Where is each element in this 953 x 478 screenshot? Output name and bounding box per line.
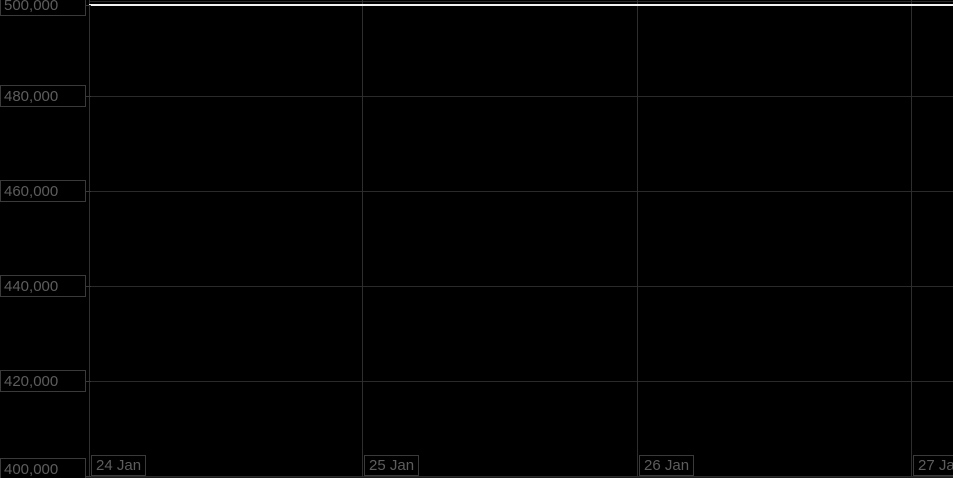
y-axis-label-text: 480,000 xyxy=(4,87,59,105)
y-axis-label-420000: 420,000 xyxy=(0,370,86,392)
y-tick-mark-inner-400000 xyxy=(86,476,91,477)
y-axis-label-400000: 400,000 xyxy=(0,458,86,478)
y-axis-label-text: 500,000 xyxy=(4,0,59,14)
gridline-horizontal-420000 xyxy=(89,381,953,382)
x-axis-label-26-jan: 26 Jan xyxy=(639,455,695,476)
y-tick-mark-inner-480000 xyxy=(86,96,91,97)
series-line-value xyxy=(89,4,953,6)
y-axis-label-500000: 500,000 xyxy=(0,0,86,16)
x-axis-label-text: 25 Jan xyxy=(369,457,415,474)
x-axis-label-text: 26 Jan xyxy=(644,457,690,474)
gridline-horizontal-400000 xyxy=(89,476,953,477)
y-tick-mark-inner-440000 xyxy=(86,286,91,287)
x-axis-label-text: 27 Jan xyxy=(918,457,953,474)
gridline-horizontal-500000 xyxy=(89,1,953,2)
y-tick-mark-inner-420000 xyxy=(86,381,91,382)
gridline-vertical-25-jan xyxy=(362,0,363,478)
x-axis-label-24-jan: 24 Jan xyxy=(91,455,147,476)
y-tick-mark-inner-500000 xyxy=(86,5,91,6)
plot-area[interactable] xyxy=(89,0,953,478)
y-axis-label-440000: 440,000 xyxy=(0,275,86,297)
y-axis-label-text: 460,000 xyxy=(4,182,59,200)
gridline-horizontal-460000 xyxy=(89,191,953,192)
y-axis-label-480000: 480,000 xyxy=(0,85,86,107)
y-tick-mark-inner-460000 xyxy=(86,191,91,192)
x-axis-label-text: 24 Jan xyxy=(96,457,142,474)
y-axis-label-text: 420,000 xyxy=(4,372,59,390)
y-axis-label-text: 400,000 xyxy=(4,460,59,478)
x-axis-label-27-jan: 27 Jan xyxy=(913,455,953,476)
gridline-horizontal-440000 xyxy=(89,286,953,287)
gridline-vertical-27-jan xyxy=(911,0,912,478)
gridline-vertical-26-jan xyxy=(637,0,638,478)
y-axis-label-text: 440,000 xyxy=(4,277,59,295)
gridline-horizontal-480000 xyxy=(89,96,953,97)
y-axis-line xyxy=(89,0,90,478)
x-axis-label-25-jan: 25 Jan xyxy=(364,455,420,476)
y-axis-label-460000: 460,000 xyxy=(0,180,86,202)
